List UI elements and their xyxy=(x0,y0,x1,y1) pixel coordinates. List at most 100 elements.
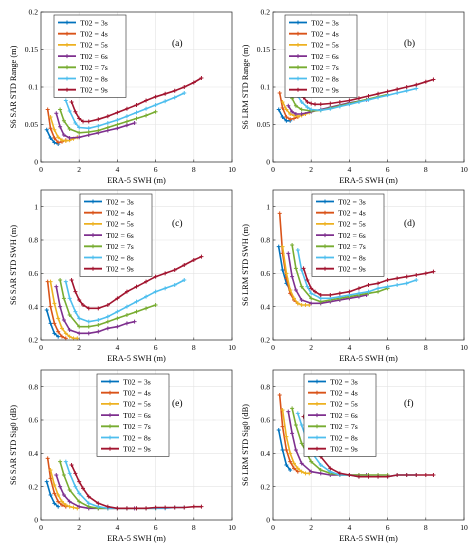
chart-panel-6: 0 2 4 6 8 10 0 0.2 0.4 0.6 0.8 ERA-5 SWH (m) S6 LRM … xyxy=(241,369,468,543)
data-point xyxy=(431,269,436,274)
x-tick-label: 10 xyxy=(228,165,236,174)
data-point xyxy=(86,306,91,311)
y-tick-label: 0.05 xyxy=(25,120,38,129)
data-point xyxy=(305,284,310,289)
data-point xyxy=(280,244,285,249)
data-point xyxy=(295,466,300,471)
data-point xyxy=(318,102,323,107)
legend-entry: T02 = 9s xyxy=(330,445,358,454)
data-point xyxy=(60,326,65,331)
legend-entry: T02 = 8s xyxy=(80,74,108,83)
data-point xyxy=(280,106,285,110)
data-point xyxy=(414,278,419,282)
data-point xyxy=(318,463,323,467)
legend-entry: T02 = 5s xyxy=(311,41,339,50)
data-point xyxy=(284,107,289,112)
series-line xyxy=(45,309,59,338)
y-tick-label: 0.8 xyxy=(261,236,271,245)
data-point xyxy=(124,119,129,124)
x-axis-label: ERA-5 SWH (m) xyxy=(107,534,166,543)
data-point xyxy=(115,296,120,301)
legend-marker xyxy=(296,31,300,36)
legend-marker xyxy=(296,87,300,92)
data-point xyxy=(347,102,352,107)
data-point xyxy=(144,306,149,311)
data-point xyxy=(313,102,318,107)
x-tick-label: 10 xyxy=(460,343,468,352)
data-point xyxy=(293,448,298,452)
data-point xyxy=(337,100,342,104)
legend-entry: T02 = 6s xyxy=(338,231,366,240)
legend-marker xyxy=(91,255,95,260)
data-point xyxy=(105,319,110,324)
data-point xyxy=(293,288,298,292)
y-tick-label: 0.8 xyxy=(29,236,39,245)
legend-entry: T02 = 7s xyxy=(330,422,358,431)
x-tick-label: 6 xyxy=(154,343,158,352)
data-point xyxy=(356,291,361,296)
data-point xyxy=(385,93,390,98)
legend-marker xyxy=(91,233,95,238)
chart-panel-2: 0 2 4 6 8 10 0 0.05 0.1 0.15 0.2 ERA-5 SWH (m) S6 LR… xyxy=(241,8,468,185)
data-point xyxy=(73,309,78,314)
data-point xyxy=(172,268,177,272)
legend-marker xyxy=(323,221,327,226)
y-axis-label: S6 LRM STD Range (m) xyxy=(241,44,250,129)
data-point xyxy=(423,271,428,276)
data-point xyxy=(77,125,82,130)
x-tick-label: 0 xyxy=(39,343,43,352)
legend-marker xyxy=(323,266,327,271)
data-point xyxy=(86,331,91,336)
data-point xyxy=(309,469,314,474)
data-point xyxy=(295,301,300,306)
chart-panel-5: 0 2 4 6 8 10 0 0.2 0.4 0.6 0.8 ERA-5 SWH (m) S6 SAR … xyxy=(9,369,236,543)
legend-marker xyxy=(296,42,300,47)
data-point xyxy=(115,316,120,321)
data-point xyxy=(301,266,306,271)
axes-frame xyxy=(40,189,233,341)
data-point xyxy=(124,313,129,317)
data-point xyxy=(81,119,86,124)
legend-marker xyxy=(323,255,327,260)
data-point xyxy=(153,109,158,114)
data-point xyxy=(69,100,74,104)
data-point xyxy=(54,284,59,289)
data-point xyxy=(376,95,381,100)
legend-entry: T02 = 9s xyxy=(123,445,151,454)
data-point xyxy=(86,504,91,509)
data-point xyxy=(77,491,82,496)
data-point xyxy=(288,451,293,456)
data-point xyxy=(134,110,139,115)
data-point xyxy=(56,493,61,497)
x-tick-label: 10 xyxy=(460,523,468,532)
data-point xyxy=(284,463,289,467)
legend-marker xyxy=(65,54,69,59)
data-point xyxy=(163,286,168,291)
legend-marker xyxy=(323,199,327,204)
data-point xyxy=(284,434,289,439)
data-point xyxy=(328,469,333,474)
legend-entry: T02 = 9s xyxy=(80,86,108,95)
data-point xyxy=(56,316,61,321)
data-point xyxy=(144,506,149,511)
data-point xyxy=(124,289,129,294)
data-point xyxy=(293,103,298,108)
legend-marker xyxy=(108,401,112,406)
data-point xyxy=(347,473,352,477)
data-point xyxy=(44,127,49,132)
data-point xyxy=(44,308,49,312)
data-point xyxy=(309,291,314,296)
legend-marker xyxy=(91,210,95,215)
x-tick-label: 2 xyxy=(77,165,81,174)
data-point xyxy=(48,279,53,284)
data-point xyxy=(105,125,110,130)
data-point xyxy=(163,99,168,104)
data-point xyxy=(163,91,168,96)
legend-marker xyxy=(315,413,319,418)
data-point xyxy=(404,473,409,477)
data-point xyxy=(60,334,65,339)
data-point xyxy=(280,115,285,119)
data-point xyxy=(67,109,72,113)
data-point xyxy=(191,80,196,85)
data-point xyxy=(328,466,333,471)
